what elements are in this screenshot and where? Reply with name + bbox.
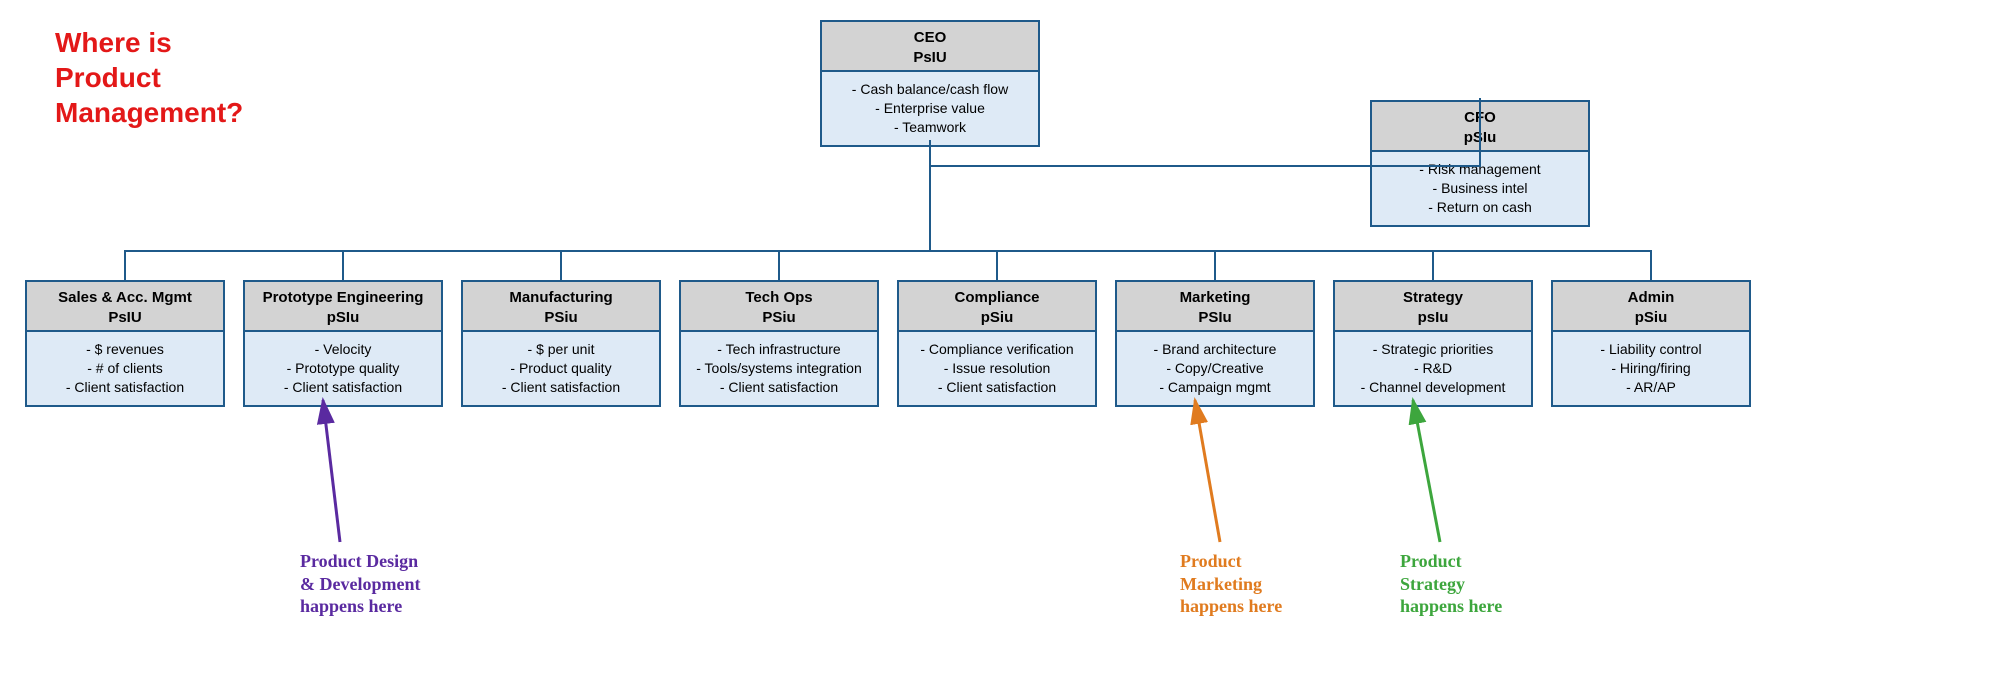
bullet: - $ revenues (33, 340, 217, 359)
role-label: Tech Ops (685, 288, 873, 308)
org-node-header: MarketingPSIu (1117, 282, 1313, 332)
bullet: - Channel development (1341, 378, 1525, 397)
org-node-body: - Brand architecture- Copy/Creative- Cam… (1117, 332, 1313, 405)
psiu-code: psIu (1339, 308, 1527, 328)
psiu-code: PSiu (685, 308, 873, 328)
psiu-code: PSiu (467, 308, 655, 328)
bullet: - Client satisfaction (33, 378, 217, 397)
bullet: - Client satisfaction (687, 378, 871, 397)
connector (342, 250, 344, 280)
bullet: - Client satisfaction (905, 378, 1089, 397)
bullet: - Tech infrastructure (687, 340, 871, 359)
bullet: - Velocity (251, 340, 435, 359)
org-node-admin: AdminpSiu- Liability control- Hiring/fir… (1551, 280, 1751, 407)
bullet: - Strategic priorities (1341, 340, 1525, 359)
org-node-body: - $ per unit- Product quality- Client sa… (463, 332, 659, 405)
bullet: - Issue resolution (905, 359, 1089, 378)
org-node-header: Prototype EngineeringpSIu (245, 282, 441, 332)
bullet: - Product quality (469, 359, 653, 378)
bullet: - Tools/systems integration (687, 359, 871, 378)
bullet: - Brand architecture (1123, 340, 1307, 359)
annotation-arrow (1413, 400, 1440, 542)
bullet: - Prototype quality (251, 359, 435, 378)
bullet: - Client satisfaction (469, 378, 653, 397)
role-label: CEO (826, 28, 1034, 48)
connector (996, 250, 998, 280)
bullet: - Return on cash (1378, 198, 1582, 217)
org-node-header: Tech OpsPSiu (681, 282, 877, 332)
org-node-body: - Strategic priorities- R&D- Channel dev… (1335, 332, 1531, 405)
org-node-ceo: CEOPsIU- Cash balance/cash flow- Enterpr… (820, 20, 1040, 147)
org-node-strategy: StrategypsIu- Strategic priorities- R&D-… (1333, 280, 1533, 407)
role-label: Manufacturing (467, 288, 655, 308)
psiu-code: PsIU (826, 48, 1034, 68)
connector (1650, 250, 1652, 280)
bullet: - Hiring/firing (1559, 359, 1743, 378)
connector (930, 165, 1480, 167)
connector (1479, 98, 1481, 167)
bullet: - AR/AP (1559, 378, 1743, 397)
annotation-arrow (323, 400, 340, 542)
role-label: Strategy (1339, 288, 1527, 308)
org-node-compliance: CompliancepSiu- Compliance verification-… (897, 280, 1097, 407)
org-node-header: StrategypsIu (1335, 282, 1531, 332)
role-label: Admin (1557, 288, 1745, 308)
role-label: Marketing (1121, 288, 1309, 308)
role-label: Sales & Acc. Mgmt (31, 288, 219, 308)
psiu-code: pSiu (903, 308, 1091, 328)
bullet: - Cash balance/cash flow (828, 80, 1032, 99)
bullet: - Compliance verification (905, 340, 1089, 359)
org-node-header: ManufacturingPSiu (463, 282, 659, 332)
annotation-label: ProductStrategyhappens here (1400, 550, 1502, 618)
psiu-code: PsIU (31, 308, 219, 328)
org-node-header: CompliancepSiu (899, 282, 1095, 332)
org-node-header: AdminpSiu (1553, 282, 1749, 332)
org-node-tech-ops: Tech OpsPSiu- Tech infrastructure- Tools… (679, 280, 879, 407)
annotation-label: ProductMarketinghappens here (1180, 550, 1282, 618)
org-node-body: - Tech infrastructure- Tools/systems int… (681, 332, 877, 405)
org-node-marketing: MarketingPSIu- Brand architecture- Copy/… (1115, 280, 1315, 407)
org-node-header: Sales & Acc. MgmtPsIU (27, 282, 223, 332)
connector-bus (125, 250, 1651, 252)
org-node-body: - Compliance verification- Issue resolut… (899, 332, 1095, 405)
bullet: - Teamwork (828, 118, 1032, 137)
bullet: - # of clients (33, 359, 217, 378)
bullet: - Enterprise value (828, 99, 1032, 118)
bullet: - Campaign mgmt (1123, 378, 1307, 397)
psiu-code: PSIu (1121, 308, 1309, 328)
org-node-manufacturing: ManufacturingPSiu- $ per unit- Product q… (461, 280, 661, 407)
org-node-header: CEOPsIU (822, 22, 1038, 72)
org-node-prototype-engineering: Prototype EngineeringpSIu- Velocity- Pro… (243, 280, 443, 407)
org-node-body: - Velocity- Prototype quality- Client sa… (245, 332, 441, 405)
bullet: - Liability control (1559, 340, 1743, 359)
psiu-code: pSIu (249, 308, 437, 328)
bullet: - $ per unit (469, 340, 653, 359)
org-node-body: - Liability control- Hiring/firing- AR/A… (1553, 332, 1749, 405)
connector (1432, 250, 1434, 280)
annotation-label: Product Design& Developmenthappens here (300, 550, 420, 618)
connector (778, 250, 780, 280)
bullet: - Copy/Creative (1123, 359, 1307, 378)
role-label: Prototype Engineering (249, 288, 437, 308)
connector (124, 250, 126, 280)
role-label: Compliance (903, 288, 1091, 308)
org-node-sales-acc-mgmt: Sales & Acc. MgmtPsIU- $ revenues- # of … (25, 280, 225, 407)
connector (929, 140, 931, 250)
connector (560, 250, 562, 280)
bullet: - R&D (1341, 359, 1525, 378)
annotation-arrow (1195, 400, 1220, 542)
bullet: - Business intel (1378, 179, 1582, 198)
psiu-code: pSiu (1557, 308, 1745, 328)
org-node-body: - Cash balance/cash flow- Enterprise val… (822, 72, 1038, 145)
page-title: Where isProductManagement? (55, 25, 243, 130)
connector (1214, 250, 1216, 280)
bullet: - Client satisfaction (251, 378, 435, 397)
org-node-body: - $ revenues- # of clients- Client satis… (27, 332, 223, 405)
